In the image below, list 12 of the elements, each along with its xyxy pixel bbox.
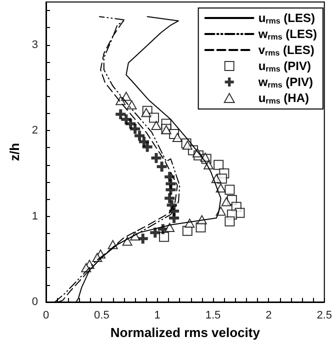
x-tick-label: 2.5 [316,310,332,322]
y-tick-label: 3 [32,38,38,51]
y-tick-label: 1 [32,210,38,222]
x-tick-label: 0 [42,310,50,322]
x-tick-label: 0.5 [94,310,110,322]
x-tick-label: 2 [266,310,272,322]
y-tick-label: 2 [32,124,38,137]
y-tick-label: 0 [32,296,38,308]
x-tick-label: 1.5 [205,310,221,322]
x-axis-title: Normalized rms velocity [110,325,261,340]
y-axis-title: z/h [7,142,22,162]
x-tick-label: 1 [154,310,160,322]
